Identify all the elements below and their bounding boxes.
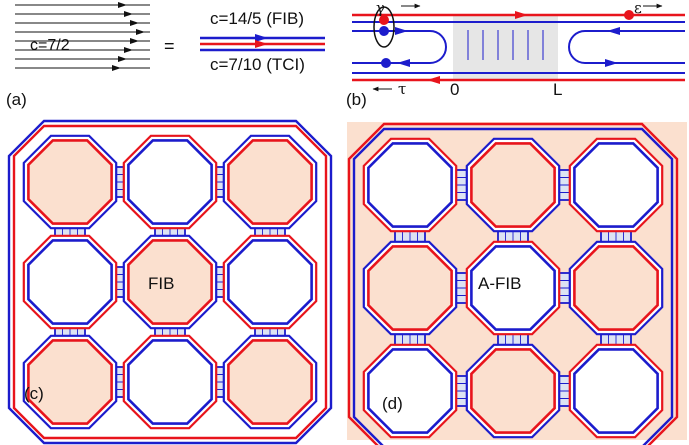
panel-a — [15, 2, 325, 71]
octagon-red-ring — [27, 339, 113, 425]
channel-arrow — [124, 47, 133, 53]
fib-tci-lines — [200, 34, 325, 52]
gamma-label: γ — [376, 0, 385, 17]
panel-b — [352, 3, 685, 92]
afib-center-label: A-FIB — [478, 274, 522, 293]
octagon-blue-ring — [367, 348, 453, 434]
position-l-label: L — [553, 80, 563, 99]
channel-arrow — [136, 29, 145, 35]
gamma-red-dot — [379, 15, 389, 25]
tci-label: c=7/10 (TCI) — [210, 55, 305, 74]
octagon-red-ring — [367, 245, 453, 331]
gamma-blue-dot — [379, 26, 389, 36]
epsilon-label: ε — [634, 0, 642, 17]
channel-arrow — [130, 38, 139, 44]
panel-d-label: (d) — [382, 394, 403, 413]
panel-a-equals: = — [164, 36, 175, 56]
lattice-frame — [352, 127, 674, 445]
channel-arrow — [124, 11, 133, 17]
tau-label: τ — [398, 80, 407, 98]
tau-blue-dot — [381, 58, 391, 68]
octagon-red-ring — [573, 245, 659, 331]
position-zero-label: 0 — [450, 80, 460, 99]
panel-b-label: (b) — [346, 90, 367, 109]
octagon-red-ring — [27, 139, 113, 225]
octagon-blue-ring — [367, 142, 453, 228]
octagon-red-ring — [127, 239, 213, 325]
channel-arrow — [112, 65, 121, 71]
octagon-blue-ring — [573, 348, 659, 434]
channel-arrow — [118, 56, 127, 62]
lattice-frame — [12, 124, 328, 440]
lattice-frame — [347, 122, 679, 445]
epsilon-red-dot — [624, 10, 634, 20]
octagon-red-ring — [470, 348, 556, 434]
channel-arrow — [130, 20, 139, 26]
gray-region-hatch — [467, 30, 544, 60]
octagon-blue-ring — [127, 139, 213, 225]
gamma-ellipse — [373, 6, 395, 48]
left-u-turn — [352, 30, 447, 64]
fib-label: c=14/5 (FIB) — [210, 9, 305, 28]
lattice-d — [347, 122, 679, 445]
lattice-frame — [7, 119, 333, 445]
fib-center-label: FIB — [148, 274, 175, 293]
octagon-red-ring — [470, 142, 556, 228]
channel-arrow — [118, 2, 127, 8]
octagon-blue-ring — [127, 339, 213, 425]
octagon-blue-ring — [470, 245, 556, 331]
lattice-c — [7, 119, 333, 445]
panel-c-label: (c) — [24, 384, 44, 403]
octagon-blue-ring — [227, 239, 313, 325]
octagon-red-ring — [227, 139, 313, 225]
gray-region — [453, 15, 558, 80]
octagon-blue-ring — [27, 239, 113, 325]
panel-a-label: (a) — [6, 90, 27, 109]
octagon-red-ring — [227, 339, 313, 425]
right-u-turn — [568, 30, 685, 64]
seven-channel-lines — [15, 2, 150, 71]
octagon-blue-ring — [573, 142, 659, 228]
panel-a-left-text: c=7/2 — [30, 37, 70, 54]
